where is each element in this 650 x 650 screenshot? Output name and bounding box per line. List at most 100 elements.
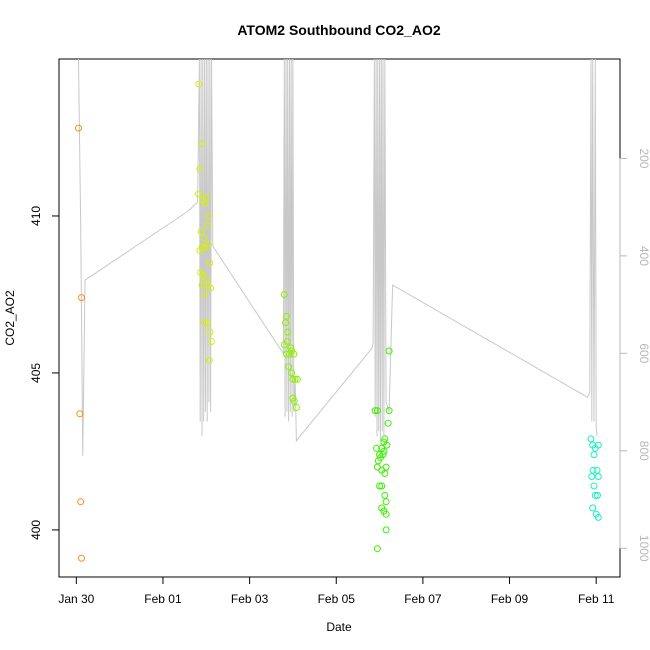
data-point — [381, 435, 389, 443]
y-axis-left: 400 405 410 — [29, 206, 60, 540]
y-tick-label: 405 — [29, 363, 43, 383]
point-series-2 — [195, 80, 215, 364]
data-point — [196, 165, 204, 173]
data-point — [204, 319, 212, 327]
data-point — [373, 545, 381, 553]
x-axis-label: Date — [326, 620, 352, 634]
data-point — [285, 363, 293, 371]
x-tick-label: Feb 01 — [144, 592, 182, 606]
data-point — [382, 463, 390, 471]
plot-frame — [58, 58, 621, 578]
data-point — [198, 243, 206, 251]
data-point — [381, 469, 389, 477]
y-axis-label: CO2_AO2 — [3, 290, 17, 346]
x-axis: Jan 30 Feb 01 Feb 03 Feb 05 Feb 07 Feb 09 Feb … — [58, 576, 615, 606]
data-point — [206, 259, 214, 267]
data-point — [385, 347, 393, 355]
data-point — [380, 447, 388, 455]
point-series-3 — [280, 291, 301, 411]
data-point — [384, 419, 392, 427]
data-point — [594, 513, 602, 521]
data-point — [290, 397, 298, 405]
data-point — [593, 466, 601, 474]
data-point — [382, 510, 390, 518]
y2-tick-label: 600 — [637, 343, 650, 363]
y2-tick-label: 200 — [637, 148, 650, 168]
x-tick-label: Feb 09 — [491, 592, 529, 606]
data-point — [76, 410, 84, 418]
x-tick-label: Feb 03 — [231, 592, 269, 606]
data-point — [594, 473, 602, 480]
data-point — [589, 504, 597, 512]
data-point — [594, 441, 602, 449]
data-point — [292, 404, 300, 411]
data-point — [588, 473, 596, 480]
data-point — [385, 407, 393, 415]
y2-tick-label: 800 — [637, 441, 650, 461]
data-point — [283, 338, 291, 345]
data-point — [591, 491, 599, 499]
data-point — [202, 193, 210, 201]
data-point — [382, 498, 390, 506]
data-point — [378, 504, 386, 512]
y2-tick-label: 1000 — [637, 535, 650, 562]
data-point — [376, 482, 384, 490]
data-point — [195, 190, 202, 198]
data-point — [205, 356, 213, 364]
data-point — [75, 124, 82, 132]
y2-tick-label: 400 — [637, 246, 650, 266]
point-series-group — [75, 80, 602, 562]
data-point — [373, 463, 381, 471]
data-point — [381, 491, 389, 499]
data-point — [205, 212, 212, 220]
chart-title: ATOM2 Southbound CO2_AO2 — [237, 22, 440, 38]
gray-line-series — [78, 58, 598, 456]
data-point — [77, 498, 85, 506]
data-point — [78, 294, 85, 302]
x-tick-label: Feb 05 — [318, 592, 356, 606]
data-point — [200, 319, 208, 327]
x-tick-label: Feb 11 — [578, 592, 615, 606]
data-point — [280, 291, 288, 298]
point-series-1 — [75, 124, 85, 562]
y-axis-right: 200 400 600 800 1000 — [619, 148, 650, 562]
data-point — [378, 482, 386, 490]
point-series-5 — [587, 435, 602, 521]
data-point — [198, 281, 206, 289]
data-point — [78, 554, 85, 562]
data-point — [373, 407, 381, 415]
data-point — [590, 451, 598, 459]
data-point — [200, 234, 208, 242]
y-tick-label: 400 — [29, 520, 43, 540]
data-point — [205, 240, 212, 248]
data-point — [201, 291, 209, 298]
data-point — [282, 319, 290, 327]
data-point — [289, 394, 297, 402]
data-point — [198, 140, 206, 148]
data-point — [380, 438, 388, 446]
x-tick-label: Jan 30 — [58, 592, 94, 606]
data-point — [207, 284, 215, 292]
data-point — [373, 444, 380, 452]
data-point — [293, 375, 301, 383]
data-point — [197, 228, 205, 236]
data-point — [201, 199, 209, 207]
data-point — [284, 328, 292, 336]
data-point — [290, 350, 298, 358]
x-tick-label: Feb 07 — [404, 592, 442, 606]
data-point — [379, 451, 387, 459]
data-point — [371, 407, 379, 415]
data-point — [587, 435, 595, 443]
data-point — [287, 344, 295, 352]
y-tick-label: 410 — [29, 206, 43, 226]
data-point — [291, 375, 299, 383]
data-point — [590, 482, 598, 490]
data-point — [282, 350, 290, 358]
point-series-4 — [371, 347, 393, 553]
data-point — [206, 328, 214, 336]
data-point — [288, 369, 296, 377]
data-point — [195, 80, 203, 88]
gray-series-line — [78, 58, 598, 456]
data-point — [208, 338, 215, 345]
